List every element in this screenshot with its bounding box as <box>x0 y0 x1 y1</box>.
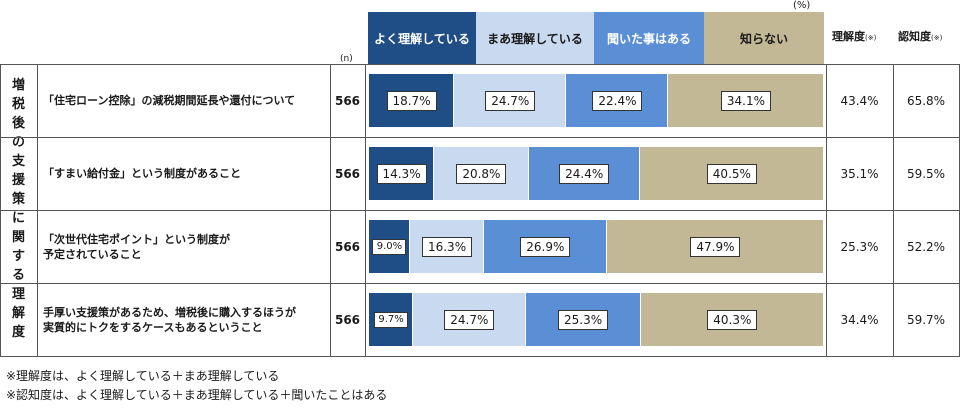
col-header-awareness-mark: (※) <box>931 34 943 42</box>
bar-data-label: 20.8% <box>456 163 507 184</box>
row-label: 「住宅ローン控除」の減税期間延長や還付について <box>37 64 330 137</box>
awareness-value: 59.5% <box>906 166 946 181</box>
grid-hline <box>0 210 960 211</box>
side-title-char: る <box>11 268 25 283</box>
bar-data-label: 16.3% <box>422 236 473 257</box>
bar-data-label: 47.9% <box>690 236 741 257</box>
n-value: 566 <box>334 166 361 181</box>
bar-data-label: 18.7% <box>386 90 437 111</box>
col-header-understanding-text: 理解度 <box>832 30 865 43</box>
legend-series-3: 聞いた事はある <box>594 12 704 64</box>
row-label-line: 「次世代住宅ポイント」という制度が <box>43 232 230 246</box>
row-label-text: 「すまい給付金」という制度があること <box>43 166 241 181</box>
bar-data-label: 34.1% <box>720 90 771 111</box>
bar-data-label: 24.7% <box>485 90 536 111</box>
side-title-char: の <box>11 135 25 150</box>
bar-data-label: 9.7% <box>374 311 409 328</box>
awareness-value: 59.7% <box>906 312 946 327</box>
bar-data-label: 25.3% <box>558 309 609 330</box>
side-title-char: 援 <box>11 173 25 188</box>
side-title-char: す <box>11 249 25 264</box>
understanding-value: 35.1% <box>840 166 879 181</box>
side-title-char: 解 <box>11 306 25 321</box>
n-value: 566 <box>334 93 361 108</box>
row-label-text: 手厚い支援策があるため、増税後に購入するほうが 実質的にトクをするケースもあるとい… <box>43 305 296 335</box>
bar-data-label: 9.0% <box>372 238 407 255</box>
n-value: 566 <box>334 239 361 254</box>
grid-vline <box>826 64 827 356</box>
note-1: ※理解度は、よく理解している＋まあ理解している <box>6 369 280 383</box>
row-label: 「すまい給付金」という制度があること <box>37 137 330 210</box>
side-title: 増税後の支援策に関する理解度 <box>0 64 37 354</box>
awareness-value: 52.2% <box>906 239 946 254</box>
col-header-awareness-text: 認知度 <box>898 30 931 43</box>
grid-hline <box>0 64 960 65</box>
side-title-char: 支 <box>11 154 25 169</box>
grid-vline <box>365 64 366 356</box>
bar-data-label: 22.4% <box>592 90 643 111</box>
awareness-value: 65.8% <box>906 93 946 108</box>
row-label: 手厚い支援策があるため、増税後に購入するほうが 実質的にトクをするケースもあるとい… <box>37 283 330 356</box>
grid-vline <box>330 64 331 356</box>
row-label: 「次世代住宅ポイント」という制度が 予定されていること <box>37 210 330 283</box>
row-label-line: 予定されていること <box>43 247 142 261</box>
side-title-char: に <box>11 211 25 226</box>
bar-data-label: 40.3% <box>707 309 758 330</box>
understanding-value: 25.3% <box>840 239 879 254</box>
row-label-line: 実質的にトクをするケースもあるということ <box>43 320 263 334</box>
row-label-line: 「すまい給付金」という制度があること <box>43 167 241 180</box>
side-title-char: 策 <box>11 192 25 207</box>
side-title-char: 理 <box>11 287 25 302</box>
bar-data-label: 24.4% <box>559 163 610 184</box>
col-header-awareness: 認知度(※) <box>898 28 960 44</box>
side-title-char: 税 <box>11 97 25 112</box>
col-header-understanding-mark: (※) <box>865 34 877 42</box>
legend-series-1: よく理解している <box>368 12 476 64</box>
unit-label: (%) <box>793 0 811 11</box>
bar-data-label: 26.9% <box>520 236 571 257</box>
note-2: ※認知度は、よく理解している＋まあ理解している＋聞いたことはある <box>6 388 388 402</box>
grid-hline <box>0 356 960 357</box>
n-value: 566 <box>334 312 361 327</box>
understanding-value: 34.4% <box>840 312 879 327</box>
legend-series-4: 知らない <box>704 12 824 64</box>
side-title-char: 増 <box>11 78 25 93</box>
row-label-line: 手厚い支援策があるため、増税後に購入するほうが <box>43 305 296 319</box>
legend-series-2: まあ理解している <box>476 12 594 64</box>
bar-data-label: 40.5% <box>706 163 757 184</box>
side-title-char: 度 <box>11 325 25 340</box>
bar-data-label: 24.7% <box>444 309 495 330</box>
grid-vline <box>37 64 38 356</box>
bar-data-label: 14.3% <box>376 163 427 184</box>
row-label-text: 「住宅ローン控除」の減税期間延長や還付について <box>43 93 295 108</box>
grid-hline <box>0 137 960 138</box>
understanding-value: 43.4% <box>840 93 879 108</box>
col-header-understanding: 理解度(※) <box>832 28 894 44</box>
grid-vline <box>0 64 1 356</box>
side-title-char: 関 <box>11 230 25 245</box>
row-label-text: 「次世代住宅ポイント」という制度が 予定されていること <box>43 232 230 262</box>
grid-hline <box>0 283 960 284</box>
side-title-char: 後 <box>11 116 25 131</box>
grid-vline <box>893 64 894 356</box>
row-label-line: 「住宅ローン控除」の減税期間延長や還付について <box>43 94 296 107</box>
n-header: (n) <box>340 54 353 64</box>
